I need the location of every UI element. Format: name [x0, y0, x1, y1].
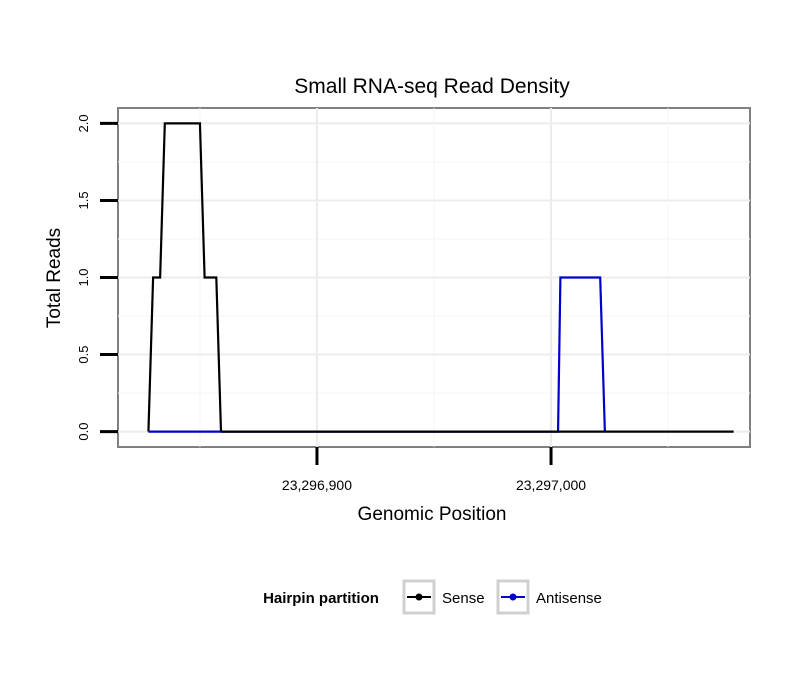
x-axis-label: Genomic Position: [358, 504, 507, 525]
legend-title: Hairpin partition: [263, 590, 379, 607]
series-line-sense-0: [147, 122, 223, 432]
grid-lines: [118, 108, 750, 447]
legend: Hairpin partition Sense Antisense: [263, 579, 602, 615]
y-tick-label: 0.0: [76, 423, 91, 441]
legend-entry-sense: Sense: [402, 579, 485, 615]
y-axis-label: Total Reads: [44, 228, 65, 328]
series-line-antisense-1: [148, 276, 606, 433]
x-axis-ticks: 23,296,900 23,297,000: [282, 447, 586, 493]
legend-entry-label: Sense: [442, 590, 485, 607]
y-tick-label: 2.0: [76, 114, 91, 132]
legend-entry-antisense: Antisense: [496, 579, 602, 615]
legend-entry-label: Antisense: [536, 590, 602, 607]
series-lines: [147, 122, 734, 433]
x-tick-label: 23,297,000: [516, 477, 586, 493]
x-tick-label: 23,296,900: [282, 477, 352, 493]
y-tick-label: 1.0: [76, 268, 91, 286]
y-tick-label: 0.5: [76, 346, 91, 364]
chart-title: Small RNA-seq Read Density: [294, 75, 570, 98]
y-axis-ticks: 0.0 0.5 1.0 1.5 2.0: [76, 114, 118, 441]
y-tick-label: 1.5: [76, 191, 91, 209]
legend-entries: Sense Antisense: [402, 579, 602, 615]
legend-key-point: [509, 593, 517, 601]
legend-key-point: [415, 593, 423, 601]
